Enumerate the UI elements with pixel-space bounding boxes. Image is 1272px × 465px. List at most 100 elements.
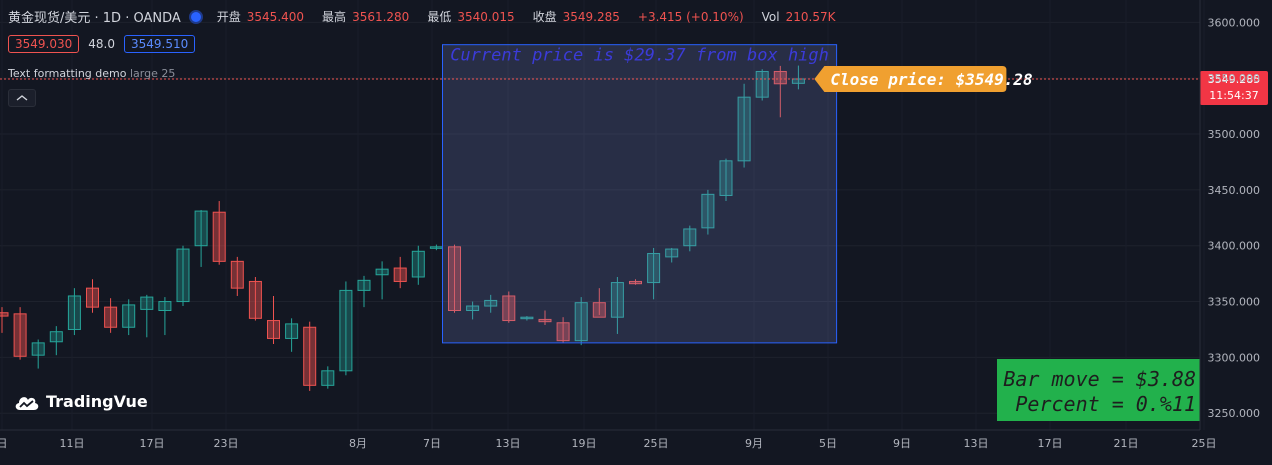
volume-label: Vol <box>761 9 780 24</box>
candle-body <box>104 306 118 328</box>
x-tick-label: 17日 <box>1038 437 1063 450</box>
volume-value: 210.57K <box>785 9 836 24</box>
quote-row: 3549.030 48.0 3549.510 <box>8 35 196 53</box>
candle <box>466 301 480 320</box>
candle-body <box>665 248 679 258</box>
open-value: 3545.400 <box>246 9 305 24</box>
candle-body <box>574 302 588 342</box>
candle <box>31 339 45 369</box>
y-tick-label: 3450.000 <box>1208 184 1261 197</box>
candle-body <box>86 287 99 308</box>
y-tick-label: 3500.000 <box>1208 128 1261 141</box>
x-tick-label: 日 <box>0 437 8 450</box>
candle <box>176 245 190 307</box>
y-tick-label: 3300.000 <box>1208 351 1261 364</box>
axes: 3600.000 3550.000 3500.000 3450.000 3400.000… <box>0 0 1260 450</box>
symbol-title[interactable]: 黄金现货/美元 · 1D · OANDA <box>8 11 181 26</box>
candle-body <box>321 370 335 386</box>
logo-text: TradingVue <box>46 392 148 411</box>
candle <box>592 288 606 318</box>
sell-button[interactable]: 3549.030 <box>8 35 80 53</box>
indicator-name: Text formatting demo <box>8 67 127 80</box>
candle-body <box>719 160 733 196</box>
candle <box>665 247 679 263</box>
change-value: +3.415 (+0.10%) <box>637 9 744 24</box>
candle-body <box>67 295 81 330</box>
x-tick-label: 13日 <box>496 437 521 450</box>
candle <box>285 318 299 352</box>
chevron-up-icon <box>16 95 28 101</box>
candle-body <box>285 323 299 339</box>
candle-body <box>13 313 27 357</box>
candle-body <box>357 279 371 291</box>
bar-move-text: Bar move = $3.88 <box>1003 367 1196 391</box>
candle-body <box>538 318 552 323</box>
low-label: 最低 <box>427 10 452 24</box>
candle-body <box>122 304 136 328</box>
candle <box>303 321 317 391</box>
candle <box>538 310 552 326</box>
high-value: 3561.280 <box>352 9 410 24</box>
x-tick-label: 25日 <box>644 437 669 450</box>
candle <box>158 297 172 336</box>
x-tick-label: 25日 <box>1192 437 1217 450</box>
y-tick-label: 3250.000 <box>1208 407 1261 420</box>
candle-body <box>466 305 480 311</box>
candle <box>737 83 751 168</box>
candle-body <box>629 280 642 285</box>
spread-value: 48.0 <box>88 37 115 51</box>
candle <box>86 279 99 313</box>
bar-move-box <box>997 359 1200 421</box>
close-price-callout <box>814 65 1007 92</box>
x-tick-label: 9日 <box>893 437 911 450</box>
indicator-args: large 25 <box>129 67 176 80</box>
candle-body <box>701 193 715 229</box>
candle-body <box>411 250 425 278</box>
close-value: 3549.285 <box>562 9 620 24</box>
candle <box>448 244 461 313</box>
x-tick-label: 21日 <box>1114 437 1139 450</box>
candle-body <box>49 331 63 343</box>
buy-button[interactable]: 3549.510 <box>123 35 196 53</box>
candle <box>502 291 516 323</box>
tradingvue-logo: TradingVue <box>14 392 148 411</box>
indicator-legend[interactable]: Text formatting demo large 25 <box>8 67 175 80</box>
y-tick-label: 3600.000 <box>1208 16 1261 29</box>
candle <box>520 316 534 321</box>
candle <box>411 245 425 285</box>
candles <box>0 65 805 391</box>
candle <box>49 326 63 356</box>
candle-body <box>773 70 787 85</box>
candle <box>375 261 389 300</box>
x-tick-label: 8月 <box>349 437 367 450</box>
last-price-label: 3549.285 <box>1208 73 1261 86</box>
close-label: 收盘 <box>532 10 557 24</box>
candle <box>701 189 715 235</box>
countdown-label: 11:54:37 <box>1209 89 1258 102</box>
high-label: 最高 <box>322 10 347 24</box>
candle <box>719 158 733 202</box>
candle <box>13 307 27 360</box>
close-price-text: Close price: $3549.28 <box>830 70 1032 89</box>
grid <box>0 21 1200 414</box>
candle <box>357 275 371 308</box>
candle-body <box>737 96 751 162</box>
candle <box>122 299 136 336</box>
candle-body <box>556 322 570 342</box>
candle <box>574 297 588 346</box>
candle-body <box>610 282 624 318</box>
candle <box>647 247 661 300</box>
candle-body <box>592 302 606 318</box>
overlay: Current price is $29.37 from box high 354… <box>0 44 1268 421</box>
candle-body <box>0 312 9 317</box>
candle-body <box>339 289 353 372</box>
y-tick-label: 3350.000 <box>1208 296 1261 309</box>
candle-body <box>502 295 516 322</box>
candle <box>393 256 407 289</box>
y-tick-label: 3400.000 <box>1208 240 1261 253</box>
candle-body <box>755 70 769 98</box>
candle-body <box>248 280 262 319</box>
collapse-legend-button[interactable] <box>8 89 36 107</box>
candle <box>629 279 642 285</box>
